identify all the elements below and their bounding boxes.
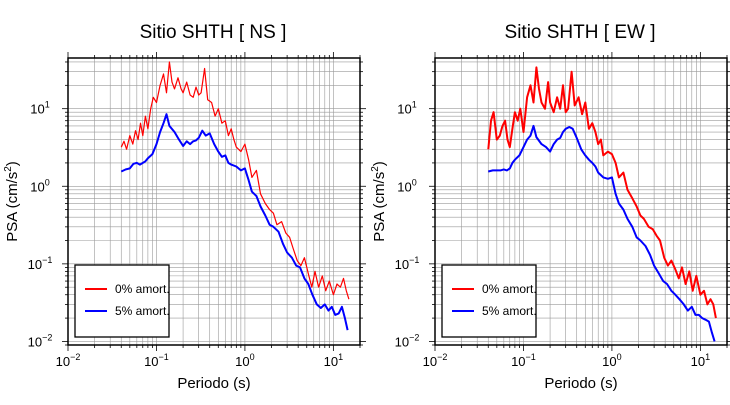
x-tick-label: 10−2 [56,352,81,369]
axis-ticks [62,52,366,351]
chart-title: Sitio SHTH [ EW ] [505,22,656,43]
series-line-2 [120,113,349,331]
y-tick-label: 101 [30,100,49,117]
chart-title: Sitio SHTH [ NS ] [140,22,287,43]
plot-frame [67,57,361,346]
x-axis-label: Periodo (s) [544,375,617,392]
y-tick-label: 100 [397,177,416,194]
y-axis-label: PSA (cm/s2) [370,161,388,242]
y-tick-label: 100 [30,177,49,194]
y-tick-label: 10−2 [28,332,53,349]
x-tick-label: 10−1 [511,352,536,369]
y-tick-label: 10−1 [28,255,53,272]
x-tick-label: 101 [691,352,710,369]
x-tick-label: 100 [235,352,254,369]
chart-panel-1: Sitio SHTH [ NS ] 10−2 10−1 100 101 10−2 10−1 1… [3,22,366,392]
y-tick-label: 101 [397,100,416,117]
x-tick-label: 100 [602,352,621,369]
series-line-1 [120,61,350,300]
x-tick-label: 101 [324,352,343,369]
legend-box [74,264,170,338]
x-axis-label: Periodo (s) [177,375,250,392]
series-line-2 [488,124,716,342]
legend: 0% amort. 5% amort. [441,264,537,338]
legend-label-1: 0% amort. [482,282,537,296]
chart-panel-2: Sitio SHTH [ EW ] 10−2 10−1 100 101 10−2 10−1 1… [370,22,730,392]
x-tick-label: 10−1 [144,352,169,369]
series-line-1 [487,66,717,319]
legend-label-2: 5% amort. [115,304,170,318]
x-tick-label: 10−2 [423,352,448,369]
y-axis-label: PSA (cm/s2) [3,161,21,242]
legend-label-1: 0% amort. [115,282,170,296]
plot-frame [434,57,728,346]
legend-label-2: 5% amort. [482,304,537,318]
y-tick-label: 10−1 [395,255,420,272]
y-tick-label: 10−2 [395,332,420,349]
legend: 0% amort. 5% amort. [74,264,170,338]
legend-box [441,264,537,338]
